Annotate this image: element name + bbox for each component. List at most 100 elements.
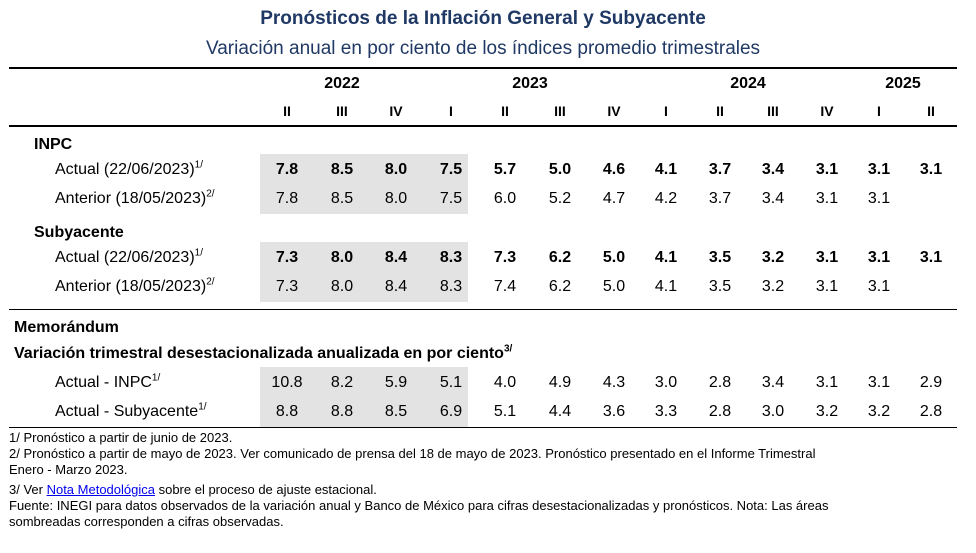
row-label-footnote-ref: 1/ bbox=[194, 159, 203, 171]
table-cell: 8.0 bbox=[330, 278, 354, 295]
table-cell: 6.0 bbox=[493, 190, 517, 207]
row-label: Anterior (18/05/2023)2/ bbox=[55, 276, 215, 296]
variacion-footnote-ref: 3/ bbox=[503, 343, 513, 355]
table-cell: 3.4 bbox=[761, 190, 785, 207]
quarter-header-5: III bbox=[554, 103, 566, 119]
row-label-text: Anterior (18/05/2023) bbox=[55, 190, 207, 207]
year-header-2023: 2023 bbox=[512, 75, 548, 92]
table-cell: 8.4 bbox=[384, 278, 408, 295]
table-cell: 8.8 bbox=[330, 403, 354, 420]
table-cell: 3.5 bbox=[708, 278, 732, 295]
table-cell: 8.0 bbox=[330, 249, 354, 266]
table-cell: 3.1 bbox=[867, 190, 891, 207]
table-cell: 8.0 bbox=[384, 190, 408, 207]
nota-metodologica-link[interactable]: Nota Metodológica bbox=[46, 482, 155, 497]
table-cell: 2.9 bbox=[919, 374, 943, 391]
table-cell: 5.0 bbox=[602, 278, 626, 295]
table-cell: 7.3 bbox=[493, 249, 517, 266]
footnote-3-post: sobre el proceso de ajuste estacional. bbox=[154, 482, 377, 497]
table-cell: 5.1 bbox=[439, 374, 463, 391]
table-cell: 3.1 bbox=[919, 249, 943, 266]
table-cell: 4.9 bbox=[548, 374, 572, 391]
table-cell: 7.4 bbox=[493, 278, 517, 295]
table-cell: 6.2 bbox=[548, 278, 572, 295]
table-cell: 8.3 bbox=[439, 249, 463, 266]
observed-shade-block bbox=[260, 154, 468, 214]
table-cell: 3.1 bbox=[815, 161, 839, 178]
section-inpc: INPC bbox=[34, 136, 73, 153]
table-cell: 3.3 bbox=[654, 403, 678, 420]
table-cell: 5.2 bbox=[548, 190, 572, 207]
table-cell: 3.2 bbox=[761, 278, 785, 295]
quarter-header-9: III bbox=[767, 103, 779, 119]
observed-shade-block bbox=[260, 367, 468, 427]
table-cell: 4.4 bbox=[548, 403, 572, 420]
row-label-footnote-ref: 1/ bbox=[198, 401, 207, 413]
table-cell: 4.2 bbox=[654, 190, 678, 207]
table-cell: 8.8 bbox=[275, 403, 299, 420]
row-label-text: Actual (22/06/2023) bbox=[55, 249, 195, 266]
row-label-footnote-ref: 1/ bbox=[194, 247, 203, 259]
table-cell: 4.1 bbox=[654, 161, 678, 178]
row-label-text: Actual (22/06/2023) bbox=[55, 161, 195, 178]
table-cell: 4.1 bbox=[654, 249, 678, 266]
row-label-text: Actual - INPC bbox=[55, 374, 152, 391]
rule-top bbox=[9, 67, 957, 69]
footnote-3: 3/ Ver Nota Metodológica sobre el proces… bbox=[9, 482, 377, 497]
table-cell: 7.3 bbox=[275, 278, 299, 295]
table-cell: 7.3 bbox=[275, 249, 299, 266]
year-header-2022: 2022 bbox=[324, 75, 360, 92]
table-cell: 8.2 bbox=[330, 374, 354, 391]
table-cell: 3.1 bbox=[815, 249, 839, 266]
row-label: Actual (22/06/2023)1/ bbox=[55, 159, 203, 179]
table-cell: 8.5 bbox=[330, 161, 354, 178]
page-title: Pronósticos de la Inflación General y Su… bbox=[260, 8, 706, 29]
table-cell: 3.1 bbox=[815, 190, 839, 207]
row-label-text: Actual - Subyacente bbox=[55, 403, 199, 420]
row-label: Actual - Subyacente1/ bbox=[55, 401, 207, 421]
table-cell: 2.8 bbox=[919, 403, 943, 420]
row-label-footnote-ref: 1/ bbox=[151, 372, 161, 384]
table-cell: 3.2 bbox=[815, 403, 839, 420]
quarter-header-3: I bbox=[449, 103, 453, 119]
table-cell: 8.5 bbox=[384, 403, 408, 420]
year-header-2024: 2024 bbox=[730, 75, 766, 92]
footnote-3-pre: 3/ Ver bbox=[9, 482, 47, 497]
table-cell: 8.3 bbox=[439, 278, 463, 295]
row-label-footnote-ref: 2/ bbox=[206, 188, 215, 200]
table-cell: 2.8 bbox=[708, 374, 732, 391]
rule-header bbox=[9, 125, 957, 127]
table-cell: 7.8 bbox=[275, 190, 299, 207]
table-cell: 3.4 bbox=[761, 161, 785, 178]
row-label: Actual - INPC1/ bbox=[55, 372, 161, 392]
table-cell: 4.1 bbox=[654, 278, 678, 295]
quarter-header-1: III bbox=[336, 103, 348, 119]
table-cell: 3.1 bbox=[919, 161, 943, 178]
table-cell: 10.8 bbox=[271, 374, 303, 391]
table-cell: 5.0 bbox=[548, 161, 572, 178]
table-cell: 3.7 bbox=[708, 161, 732, 178]
table-cell: 3.1 bbox=[867, 278, 891, 295]
variacion-label: Variación trimestral desestacionalizada … bbox=[14, 345, 504, 362]
table-cell: 3.2 bbox=[867, 403, 891, 420]
table-cell: 7.5 bbox=[439, 161, 463, 178]
quarter-header-8: II bbox=[716, 103, 724, 119]
table-cell: 5.7 bbox=[493, 161, 517, 178]
section-memorandum: Memorándum bbox=[14, 319, 119, 336]
row-label-footnote-ref: 2/ bbox=[206, 276, 215, 288]
rule-memo bbox=[9, 309, 957, 310]
table-cell: 7.8 bbox=[275, 161, 299, 178]
section-subyacente: Subyacente bbox=[34, 224, 124, 241]
table-cell: 4.6 bbox=[602, 161, 626, 178]
table-cell: 5.9 bbox=[384, 374, 408, 391]
source-line-2: sombreadas corresponden a cifras observa… bbox=[9, 514, 284, 529]
observed-shade-block bbox=[260, 242, 468, 302]
table-cell: 3.1 bbox=[815, 278, 839, 295]
table-cell: 7.5 bbox=[439, 190, 463, 207]
quarter-header-11: I bbox=[877, 103, 881, 119]
table-cell: 3.1 bbox=[867, 374, 891, 391]
table-cell: 3.6 bbox=[602, 403, 626, 420]
section-variacion: Variación trimestral desestacionalizada … bbox=[14, 343, 513, 363]
table-cell: 5.1 bbox=[493, 403, 517, 420]
table-cell: 4.0 bbox=[493, 374, 517, 391]
